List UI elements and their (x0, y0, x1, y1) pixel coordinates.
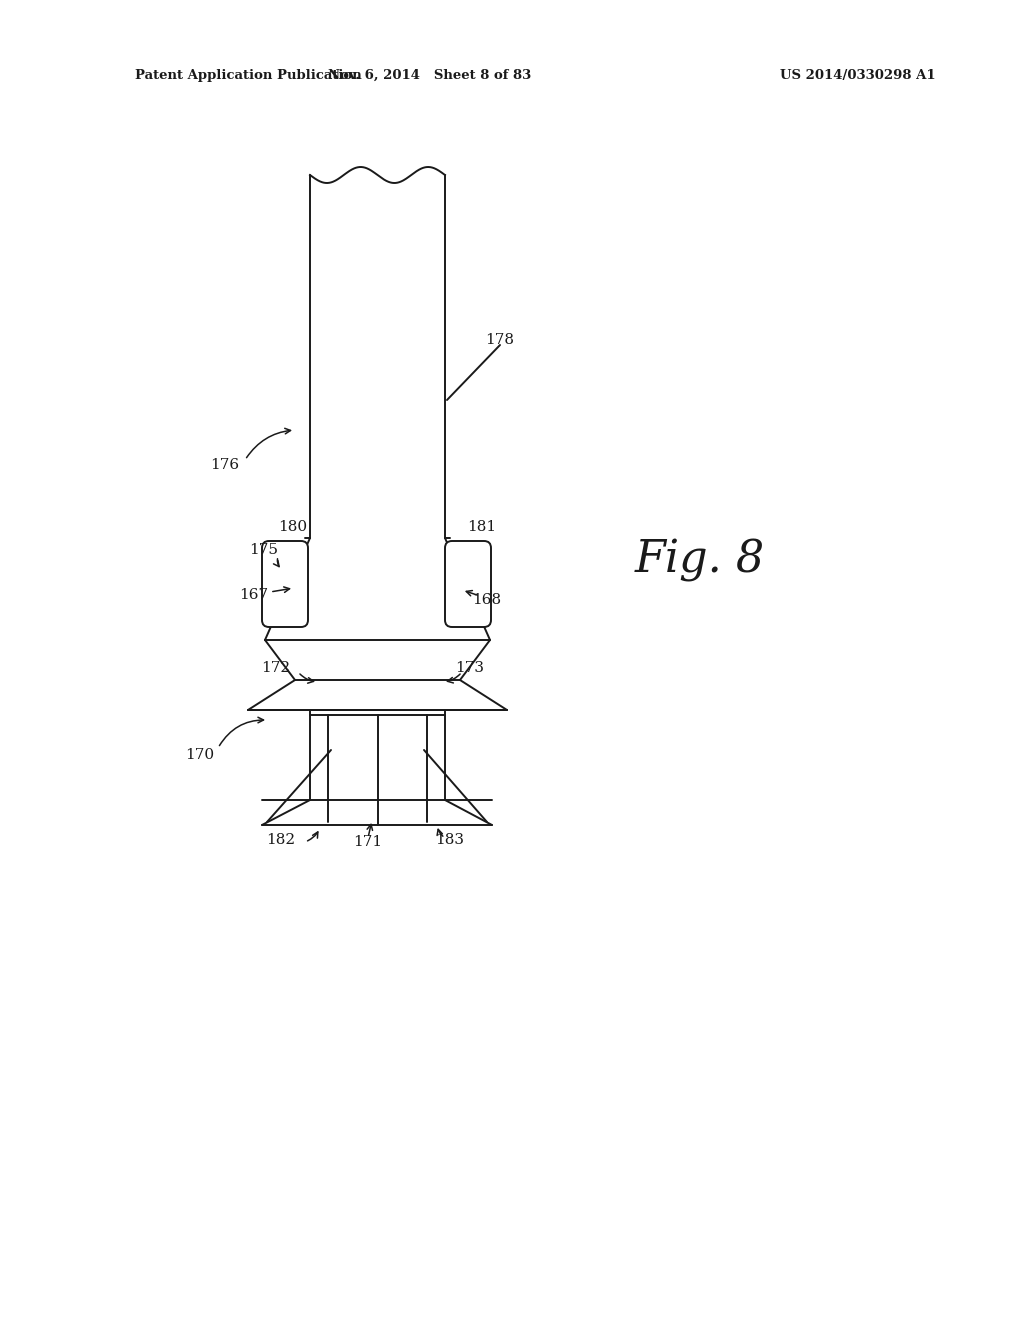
Text: 176: 176 (211, 458, 240, 473)
FancyBboxPatch shape (262, 541, 308, 627)
Text: 170: 170 (185, 748, 215, 762)
Text: 173: 173 (456, 661, 484, 675)
Text: US 2014/0330298 A1: US 2014/0330298 A1 (780, 69, 936, 82)
Text: 168: 168 (472, 593, 502, 607)
FancyBboxPatch shape (445, 541, 490, 627)
Text: 183: 183 (435, 833, 465, 847)
Text: 178: 178 (485, 333, 514, 347)
Text: 180: 180 (279, 520, 307, 535)
Text: Nov. 6, 2014   Sheet 8 of 83: Nov. 6, 2014 Sheet 8 of 83 (329, 69, 531, 82)
Text: Patent Application Publication: Patent Application Publication (135, 69, 361, 82)
Text: 175: 175 (249, 543, 278, 557)
Text: 172: 172 (261, 661, 290, 675)
Text: Fig. 8: Fig. 8 (635, 539, 765, 582)
Text: 182: 182 (266, 833, 295, 847)
Text: 171: 171 (353, 836, 383, 849)
Text: 167: 167 (239, 587, 268, 602)
Text: 181: 181 (467, 520, 497, 535)
